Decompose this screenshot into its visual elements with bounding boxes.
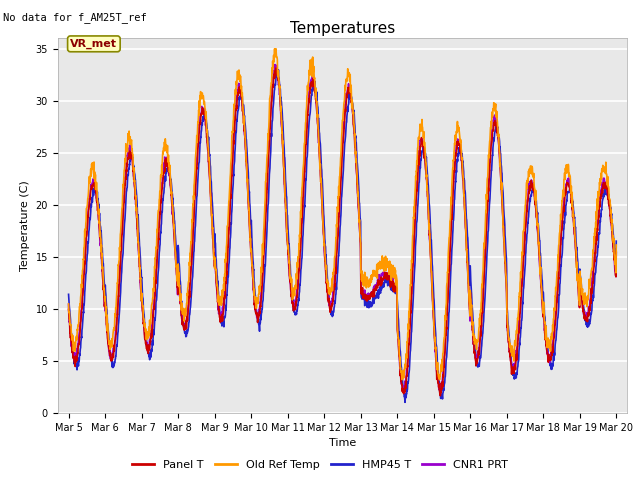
- CNR1 PRT: [93, 195, 100, 201]
- Old Ref Temp: [317, 179, 324, 185]
- Old Ref Temp: [612, 242, 620, 248]
- HMP45 T: [597, 214, 605, 220]
- CNR1 PRT: [497, 165, 504, 171]
- Panel T: [612, 249, 620, 254]
- HMP45 T: [275, 67, 282, 72]
- CNR1 PRT: [317, 175, 324, 181]
- HMP45 T: [93, 191, 100, 197]
- Text: No data for f_AM25T_ref: No data for f_AM25T_ref: [3, 12, 147, 23]
- Text: VR_met: VR_met: [70, 39, 117, 49]
- CNR1 PRT: [612, 250, 620, 256]
- Panel T: [596, 196, 604, 202]
- Old Ref Temp: [597, 174, 605, 180]
- Panel T: [65, 307, 72, 312]
- HMP45 T: [65, 291, 72, 297]
- Line: Panel T: Panel T: [68, 68, 616, 396]
- Panel T: [317, 172, 324, 178]
- Panel T: [597, 193, 605, 199]
- CNR1 PRT: [597, 188, 605, 193]
- HMP45 T: [497, 150, 504, 156]
- Old Ref Temp: [271, 46, 278, 52]
- HMP45 T: [596, 211, 604, 217]
- CNR1 PRT: [65, 301, 72, 307]
- Panel T: [93, 198, 100, 204]
- Old Ref Temp: [332, 252, 339, 258]
- Line: HMP45 T: HMP45 T: [68, 70, 616, 402]
- Panel T: [332, 278, 339, 284]
- Old Ref Temp: [436, 377, 444, 383]
- Line: Old Ref Temp: Old Ref Temp: [68, 49, 616, 380]
- HMP45 T: [401, 399, 409, 405]
- Legend: Panel T, Old Ref Temp, HMP45 T, CNR1 PRT: Panel T, Old Ref Temp, HMP45 T, CNR1 PRT: [127, 456, 513, 474]
- Title: Temperatures: Temperatures: [290, 21, 395, 36]
- Old Ref Temp: [497, 161, 504, 167]
- Old Ref Temp: [596, 180, 604, 186]
- Line: CNR1 PRT: CNR1 PRT: [68, 64, 616, 391]
- HMP45 T: [317, 147, 324, 153]
- Old Ref Temp: [93, 180, 100, 185]
- Old Ref Temp: [65, 301, 72, 307]
- CNR1 PRT: [437, 388, 445, 394]
- Y-axis label: Temperature (C): Temperature (C): [20, 180, 30, 271]
- HMP45 T: [332, 300, 339, 306]
- Panel T: [272, 65, 280, 71]
- Panel T: [497, 165, 504, 171]
- HMP45 T: [612, 238, 620, 244]
- CNR1 PRT: [596, 189, 604, 194]
- CNR1 PRT: [271, 61, 278, 67]
- Panel T: [436, 393, 444, 399]
- X-axis label: Time: Time: [329, 438, 356, 448]
- CNR1 PRT: [332, 269, 339, 275]
